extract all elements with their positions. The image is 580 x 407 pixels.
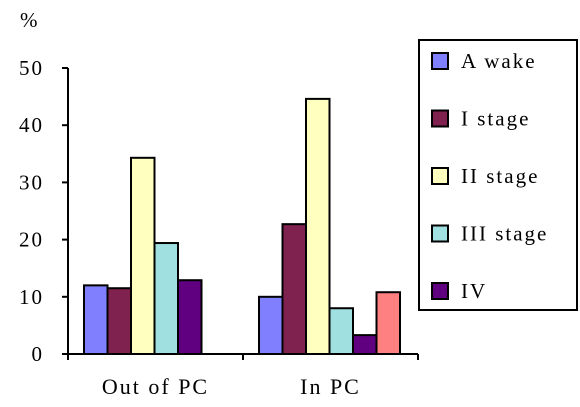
bar-iv-0 <box>177 279 203 356</box>
y-ticks: 0 10 20 30 40 50 <box>19 56 68 366</box>
y-tick-label: 40 <box>19 113 44 137</box>
legend: A wake I stage II stage III stage IV <box>418 39 578 311</box>
legend-label: I stage <box>461 107 530 131</box>
legend-label: II stage <box>461 164 539 188</box>
y-tick-label: 30 <box>19 170 44 194</box>
bar-a-wake-1 <box>258 295 284 355</box>
y-tick-label: 20 <box>19 228 44 252</box>
legend-swatch <box>431 109 449 128</box>
bar-iv-1 <box>352 334 378 355</box>
bar-a-wake-0 <box>83 284 109 355</box>
y-tick-label: 10 <box>19 285 44 309</box>
legend-label: A wake <box>461 49 537 73</box>
legend-label: IV <box>461 279 487 303</box>
bar-iii-stage-0 <box>153 242 179 355</box>
legend-swatch <box>431 282 449 300</box>
y-axis-label: % <box>20 8 40 32</box>
y-tick-label: 50 <box>19 56 44 80</box>
bar-iii-stage-1 <box>328 307 354 355</box>
bar-i-stage-0 <box>106 287 132 355</box>
x-tick-label: In PC <box>300 374 361 399</box>
x-tick-labels: Out of PC In PC <box>102 374 361 399</box>
bar-series-5-1 <box>375 291 401 355</box>
legend-swatch <box>431 167 449 185</box>
bar-ii-stage-1 <box>305 97 331 355</box>
bar-i-stage-1 <box>281 223 307 355</box>
x-tick-label: Out of PC <box>102 374 209 399</box>
legend-swatch <box>431 52 449 70</box>
y-tick-label: 0 <box>32 342 45 366</box>
legend-swatch <box>431 224 449 243</box>
legend-label: III stage <box>461 222 548 246</box>
bar-ii-stage-0 <box>130 156 156 355</box>
bars <box>83 97 401 356</box>
